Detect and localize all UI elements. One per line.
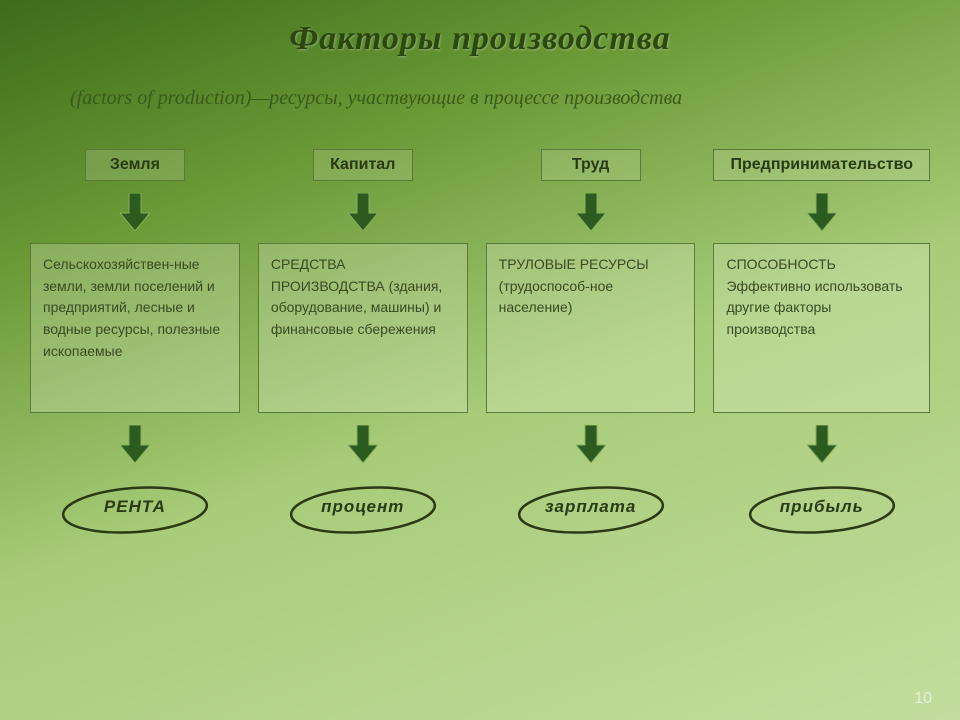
- factor-column: Труд ТРУЛОВЫЕ РЕСУРСЫ (трудоспособ-ное н…: [486, 149, 696, 538]
- factor-column: Капитал СРЕДСТВА ПРОИЗВОДСТВА (здания, о…: [258, 149, 468, 538]
- factor-label-box: Предпринимательство: [713, 149, 930, 181]
- down-arrow-icon: [120, 193, 150, 231]
- down-arrow-icon: [348, 425, 378, 463]
- income-label: процент: [283, 497, 443, 517]
- income-label: зарплата: [511, 497, 671, 517]
- factors-row: Земля Сельскохозяйствен-ные земли, земли…: [0, 114, 960, 538]
- slide-subtitle: (factors of production)—ресурсы, участву…: [0, 58, 960, 114]
- factor-column: Предпринимательство СПОСОБНОСТЬ Эффектив…: [713, 149, 930, 538]
- down-arrow-icon: [576, 193, 606, 231]
- factor-description: СПОСОБНОСТЬ Эффективно использовать друг…: [713, 243, 930, 413]
- factor-label-box: Земля: [85, 149, 185, 181]
- factor-description: Сельскохозяйствен-ные земли, земли посел…: [30, 243, 240, 413]
- income-ellipse: прибыль: [742, 483, 902, 538]
- income-ellipse: РЕНТА: [55, 483, 215, 538]
- factor-description: ТРУЛОВЫЕ РЕСУРСЫ (трудоспособ-ное населе…: [486, 243, 696, 413]
- down-arrow-icon: [120, 425, 150, 463]
- down-arrow-icon: [576, 425, 606, 463]
- income-ellipse: зарплата: [511, 483, 671, 538]
- slide-title: Факторы производства: [0, 0, 960, 58]
- page-number: 10: [914, 690, 932, 708]
- income-ellipse: процент: [283, 483, 443, 538]
- factor-description: СРЕДСТВА ПРОИЗВОДСТВА (здания, оборудова…: [258, 243, 468, 413]
- income-label: РЕНТА: [55, 497, 215, 517]
- factor-label-box: Капитал: [313, 149, 413, 181]
- down-arrow-icon: [807, 425, 837, 463]
- down-arrow-icon: [807, 193, 837, 231]
- factor-label-box: Труд: [541, 149, 641, 181]
- income-label: прибыль: [742, 497, 902, 517]
- down-arrow-icon: [348, 193, 378, 231]
- factor-column: Земля Сельскохозяйствен-ные земли, земли…: [30, 149, 240, 538]
